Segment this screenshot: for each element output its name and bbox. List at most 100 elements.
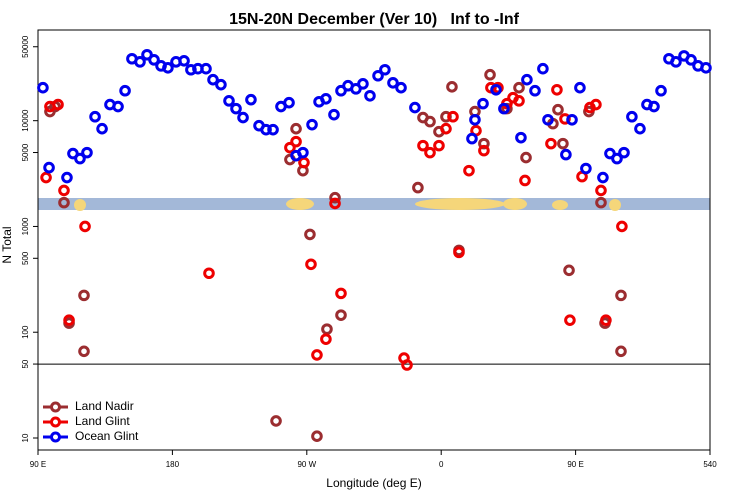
point [560, 148, 572, 161]
y-tick-label: 500 [21, 251, 30, 265]
point [615, 289, 627, 302]
point [478, 144, 490, 157]
point [79, 220, 91, 233]
point [305, 258, 317, 271]
chart-title: 15N-20N December (Ver 10) Inf to -Inf [229, 11, 520, 28]
point [551, 83, 563, 96]
point [320, 333, 332, 345]
point [134, 56, 146, 68]
point [81, 146, 93, 159]
point [43, 161, 55, 174]
point [611, 152, 623, 165]
point [267, 123, 279, 136]
point [74, 152, 86, 165]
point [58, 196, 70, 209]
legend-marker [50, 416, 61, 428]
point [618, 146, 630, 159]
point [595, 184, 607, 197]
point [412, 181, 424, 194]
point [685, 54, 697, 66]
point [178, 55, 190, 67]
point [112, 100, 124, 113]
point [498, 102, 510, 115]
point [521, 73, 533, 86]
point [96, 122, 108, 135]
point [563, 264, 575, 277]
point [513, 95, 525, 107]
point [453, 246, 465, 259]
legend-marker [50, 401, 61, 413]
point [519, 174, 531, 187]
x-tick-label: 540 [703, 460, 717, 469]
point [557, 137, 569, 150]
point [357, 78, 369, 90]
point [446, 81, 458, 93]
point [335, 287, 347, 300]
y-tick-label: 50 [21, 359, 30, 368]
point [615, 345, 627, 358]
point [387, 77, 399, 89]
x-axis-label: Longitude (deg E) [326, 476, 421, 490]
point [447, 110, 459, 123]
point [537, 62, 549, 75]
point [148, 54, 160, 66]
point [320, 93, 332, 105]
point [223, 95, 235, 107]
point [580, 162, 592, 175]
x-tick-label: 0 [439, 460, 444, 469]
point [463, 164, 475, 177]
point [203, 267, 215, 280]
point [513, 81, 525, 94]
point [78, 345, 90, 358]
point [329, 191, 341, 204]
point [440, 122, 452, 135]
point [545, 137, 557, 150]
y-axis-label: N Total [0, 226, 14, 263]
point [328, 108, 340, 121]
point [260, 123, 272, 136]
point [284, 141, 296, 154]
point [409, 101, 421, 114]
point [626, 110, 638, 123]
point [304, 228, 316, 241]
x-tick-label: 90 E [567, 460, 583, 469]
point [237, 111, 249, 124]
point [424, 115, 436, 128]
point [552, 103, 564, 116]
y-tick-label: 10000 [21, 109, 30, 132]
point [440, 110, 452, 123]
point [230, 102, 242, 115]
point [590, 98, 602, 111]
point [670, 56, 682, 68]
point [200, 62, 212, 75]
plot-frame [37, 29, 711, 451]
point [306, 118, 318, 131]
legend-label: Ocean Glint [75, 429, 139, 443]
point [433, 139, 445, 152]
y-tick-label: 10 [21, 433, 30, 442]
point [655, 84, 667, 97]
point [529, 84, 541, 97]
x-tick-label: 180 [166, 460, 180, 469]
point [700, 62, 712, 74]
point [245, 93, 257, 106]
legend-label: Land Nadir [75, 399, 134, 413]
point [297, 146, 309, 159]
point [616, 220, 628, 233]
point [37, 81, 49, 94]
point [395, 81, 407, 94]
point [634, 122, 646, 135]
point [401, 359, 413, 371]
point [215, 78, 227, 91]
point [52, 98, 64, 111]
point [417, 139, 429, 152]
point [283, 96, 295, 109]
point [648, 100, 660, 113]
legend-label: Land Glint [75, 414, 130, 428]
point [270, 415, 282, 427]
point [597, 171, 609, 184]
point [329, 197, 341, 210]
y-tick-label: 1000 [21, 217, 30, 235]
point [566, 113, 578, 126]
point [469, 113, 481, 126]
